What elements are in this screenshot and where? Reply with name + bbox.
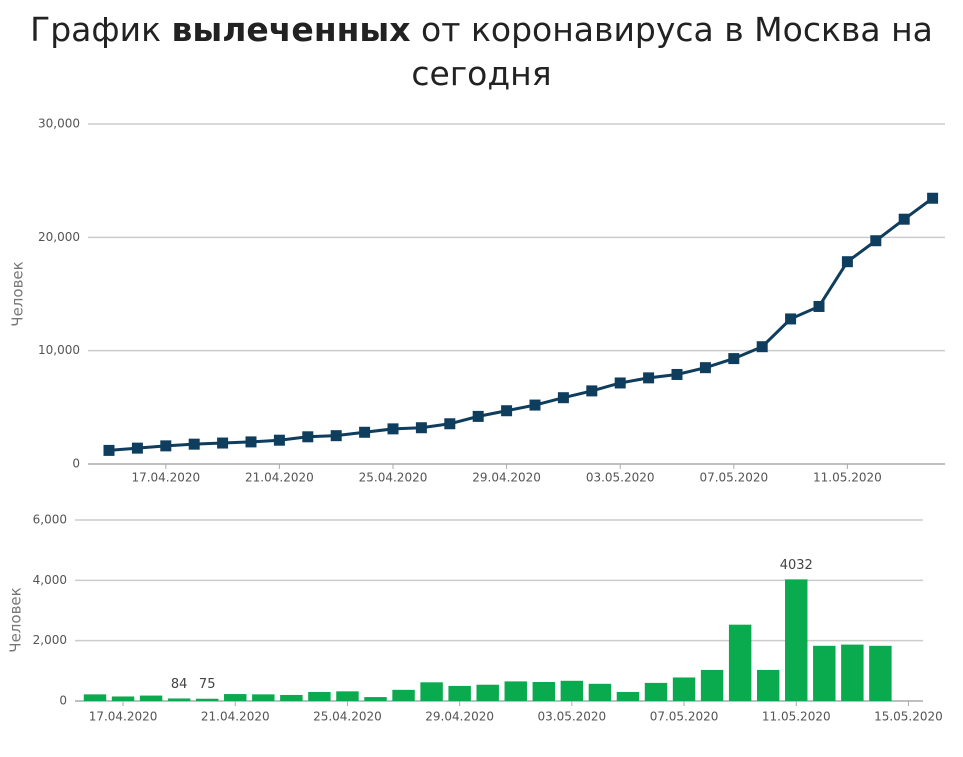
- bar: [588, 683, 612, 701]
- bar: [308, 691, 331, 701]
- bar: [83, 694, 107, 701]
- bar: [476, 684, 499, 701]
- marker: [302, 431, 314, 443]
- bar: [364, 697, 387, 701]
- marker: [188, 438, 200, 450]
- marker: [614, 377, 626, 389]
- bar: [392, 689, 415, 701]
- x-tick-label: 03.05.2020: [586, 471, 655, 485]
- marker: [217, 437, 229, 449]
- marker: [330, 430, 342, 442]
- bar: [785, 579, 808, 701]
- bar: [672, 677, 696, 701]
- marker: [671, 368, 683, 380]
- bar: [700, 669, 724, 701]
- data-label: 75: [199, 677, 216, 692]
- x-tick-label: 21.04.2020: [201, 710, 270, 724]
- bar: [841, 644, 864, 701]
- bar: [532, 681, 556, 701]
- y-axis-label: Человек: [9, 261, 27, 326]
- marker: [160, 440, 172, 452]
- bar: [644, 682, 668, 701]
- y-tick-label: 2,000: [33, 633, 67, 647]
- bar: [336, 691, 359, 701]
- x-tick-label: 25.04.2020: [313, 710, 382, 724]
- x-tick-label: 11.05.2020: [762, 710, 831, 724]
- x-tick-label: 29.04.2020: [472, 471, 541, 485]
- marker: [501, 405, 513, 417]
- marker: [529, 399, 541, 411]
- bar: [195, 698, 219, 701]
- marker: [586, 385, 598, 397]
- marker: [643, 372, 655, 384]
- marker: [870, 235, 882, 247]
- marker: [927, 192, 939, 204]
- marker: [785, 313, 797, 325]
- y-tick-label: 0: [59, 694, 67, 708]
- marker: [557, 392, 569, 404]
- marker: [387, 423, 399, 435]
- marker: [131, 442, 143, 454]
- x-tick-label: 03.05.2020: [537, 710, 606, 724]
- y-tick-label: 0: [72, 457, 80, 471]
- x-tick-label: 21.04.2020: [245, 471, 314, 485]
- bar: [280, 694, 303, 701]
- data-label: 84: [171, 677, 188, 692]
- y-tick-label: 10,000: [38, 343, 80, 357]
- title-part: График: [30, 10, 161, 49]
- marker: [472, 410, 484, 422]
- y-tick-label: 30,000: [38, 117, 80, 131]
- data-label: 4032: [780, 558, 813, 573]
- title-part: вылеченных: [171, 10, 411, 49]
- y-tick-label: 4,000: [33, 573, 67, 587]
- bar: [252, 694, 275, 701]
- title-part: от коронавируса в Москва на сегодня: [411, 10, 933, 93]
- marker: [103, 444, 115, 456]
- marker: [415, 422, 427, 434]
- x-tick-label: 17.04.2020: [89, 710, 158, 724]
- x-tick-label: 29.04.2020: [425, 710, 494, 724]
- x-tick-label: 25.04.2020: [359, 471, 428, 485]
- marker: [273, 434, 285, 446]
- marker: [359, 426, 371, 438]
- x-tick-label: 15.05.2020: [874, 710, 943, 724]
- bar: [448, 685, 471, 701]
- bar: [756, 669, 780, 701]
- marker: [444, 418, 456, 430]
- x-tick-label: 17.04.2020: [131, 471, 200, 485]
- x-tick-label: 07.05.2020: [650, 710, 719, 724]
- bar: [504, 681, 527, 701]
- bar: [813, 645, 836, 701]
- marker: [898, 213, 910, 225]
- marker: [813, 300, 825, 312]
- bar: [111, 696, 135, 701]
- bar: [224, 694, 247, 701]
- bar: [616, 691, 640, 701]
- bar: [139, 695, 163, 701]
- bar: [167, 698, 191, 701]
- marker: [699, 362, 711, 374]
- y-tick-label: 20,000: [38, 230, 80, 244]
- marker: [841, 256, 853, 268]
- bar: [869, 645, 892, 701]
- x-tick-label: 11.05.2020: [813, 471, 882, 485]
- line: [108, 197, 934, 452]
- y-axis-label: Человек: [7, 587, 25, 652]
- marker: [245, 436, 257, 448]
- y-tick-label: 6,000: [33, 513, 67, 527]
- chart-title: График вылеченных от коронавируса в Моск…: [0, 8, 963, 96]
- marker: [728, 353, 740, 365]
- bar: [420, 682, 443, 701]
- bar: [560, 680, 584, 701]
- marker: [756, 341, 768, 353]
- x-tick-label: 07.05.2020: [699, 471, 768, 485]
- bar: [728, 624, 752, 701]
